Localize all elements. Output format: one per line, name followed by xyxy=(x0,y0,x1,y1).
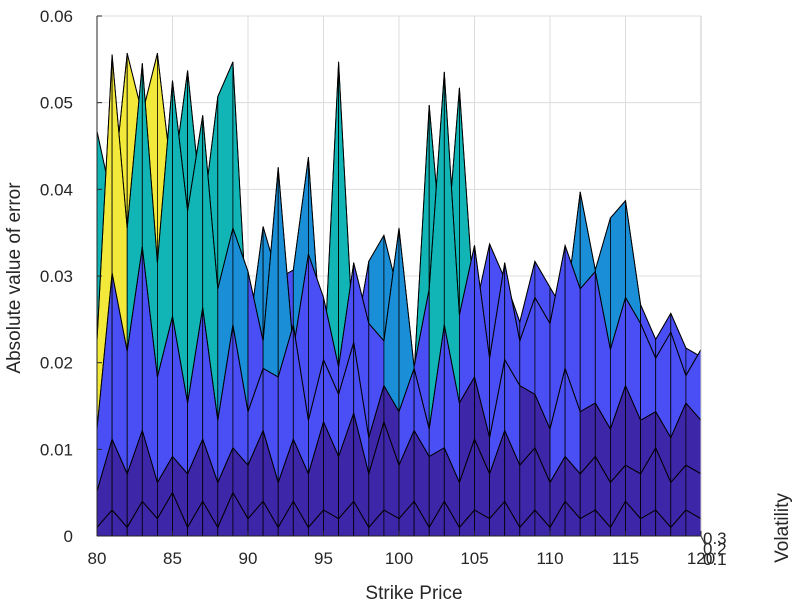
tick-labels: 80 85 90 95 100 105 110 115 120 0 0.01 0.02 0.03 0.04… xyxy=(40,7,727,569)
surface-row-vol-0.1 xyxy=(96,491,702,537)
surface-ridge-line xyxy=(96,246,702,439)
depth-tick-label-0: 0.1 xyxy=(703,550,727,569)
y-tick-label-0: 0 xyxy=(64,527,73,546)
y-tick-label-5: 0.05 xyxy=(40,94,73,113)
x-tick-label-4: 100 xyxy=(385,549,413,568)
x-axis-label: Strike Price xyxy=(365,583,462,604)
x-tick-label-2: 90 xyxy=(239,549,258,568)
y-tick-label-6: 0.06 xyxy=(40,7,73,26)
x-tick-label-8: 120 xyxy=(687,549,715,568)
y-tick-label-2: 0.02 xyxy=(40,354,73,373)
y-tick-label-4: 0.04 xyxy=(40,180,73,199)
x-tick-label-0: 80 xyxy=(88,549,107,568)
y-tick-label-1: 0.01 xyxy=(40,440,73,459)
depth-tick-label-1: 0.2 xyxy=(703,540,727,559)
x-tick-label-5: 105 xyxy=(460,549,488,568)
x-tick-label-3: 95 xyxy=(314,549,333,568)
y-tick-label-3: 0.03 xyxy=(40,267,73,286)
x-tick-label-1: 85 xyxy=(163,549,182,568)
surface-ridge-line xyxy=(96,54,702,377)
depth-axis-line xyxy=(700,535,706,545)
x-tick-label-7: 115 xyxy=(612,549,639,568)
x-tick-label-6: 110 xyxy=(536,549,563,568)
y-axis-label: Absolute value of error xyxy=(4,182,25,374)
error-surface xyxy=(96,52,702,537)
depth-tick-label-2: 0.3 xyxy=(703,529,727,548)
surface-ridge-line xyxy=(96,411,702,492)
surface-ridge-line xyxy=(96,491,702,529)
axes xyxy=(96,15,706,545)
z-axis-label: Volatility xyxy=(772,493,793,563)
